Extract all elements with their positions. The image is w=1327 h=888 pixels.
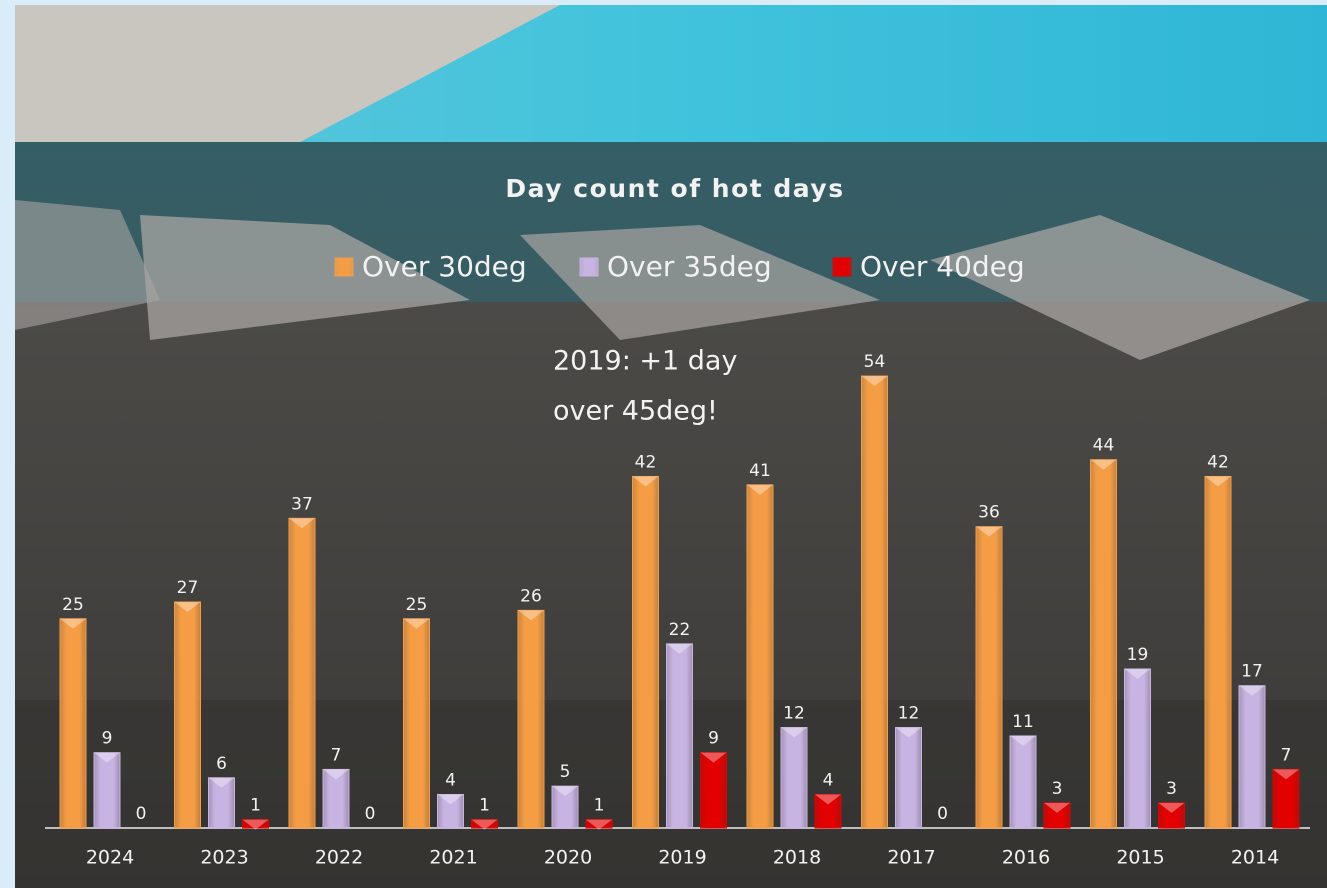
bar [60, 619, 86, 828]
x-tick-label: 2018 [773, 847, 821, 869]
data-label: 3 [1052, 779, 1063, 799]
data-label: 12 [898, 704, 920, 724]
data-label: 12 [783, 704, 805, 724]
bar [1091, 460, 1117, 828]
bar [862, 376, 888, 828]
data-label: 19 [1127, 645, 1149, 665]
data-label: 44 [1093, 436, 1115, 456]
bar [1205, 476, 1231, 828]
x-tick-label: 2014 [1231, 847, 1279, 869]
bar [518, 610, 544, 828]
data-label: 7 [331, 745, 342, 765]
data-label: 0 [365, 804, 376, 824]
bar [976, 527, 1002, 828]
bar [667, 644, 693, 828]
data-label: 11 [1012, 712, 1034, 732]
data-label: 1 [479, 796, 490, 816]
legend-label: Over 30deg [362, 250, 527, 283]
data-label: 41 [749, 461, 771, 481]
chart-title: Day count of hot days [505, 174, 844, 203]
bar [1010, 736, 1036, 828]
data-label: 4 [445, 771, 456, 791]
data-label: 1 [250, 796, 261, 816]
data-label: 0 [136, 804, 147, 824]
bar [701, 753, 727, 828]
data-label: 25 [406, 595, 428, 615]
legend-marker [580, 258, 598, 276]
data-label: 1 [594, 796, 605, 816]
data-label: 4 [823, 771, 834, 791]
data-label: 0 [937, 804, 948, 824]
data-label: 25 [62, 595, 84, 615]
data-label: 42 [635, 452, 657, 472]
bar [747, 485, 773, 828]
bar [94, 753, 120, 828]
legend-marker [335, 258, 353, 276]
data-label: 54 [864, 352, 886, 372]
data-label: 27 [177, 578, 199, 598]
annotation: 2019: +1 day [553, 346, 737, 377]
bar [175, 602, 201, 828]
x-tick-label: 2015 [1116, 847, 1164, 869]
data-label: 37 [291, 494, 313, 514]
data-label: 26 [520, 586, 542, 606]
bar [781, 728, 807, 828]
x-tick-label: 2022 [315, 847, 363, 869]
bar [633, 476, 659, 828]
x-tick-label: 2019 [658, 847, 706, 869]
chart: Day count of hot days 202425902023276120… [0, 0, 1327, 888]
x-tick-label: 2024 [86, 847, 134, 869]
x-tick-label: 2020 [544, 847, 592, 869]
data-label: 9 [102, 729, 113, 749]
legend-label: Over 35deg [607, 250, 772, 283]
x-tick-label: 2021 [429, 847, 477, 869]
bar [404, 619, 430, 828]
bar [896, 728, 922, 828]
data-label: 3 [1166, 779, 1177, 799]
x-tick-label: 2017 [887, 847, 935, 869]
annotation: over 45deg! [553, 396, 718, 427]
data-label: 5 [560, 762, 571, 782]
data-label: 36 [978, 503, 1000, 523]
bar [289, 518, 315, 828]
data-label: 17 [1241, 662, 1263, 682]
data-label: 6 [216, 754, 227, 774]
bar [1125, 669, 1151, 828]
legend-marker [833, 258, 851, 276]
data-label: 22 [669, 620, 691, 640]
data-label: 42 [1207, 452, 1229, 472]
data-label: 7 [1281, 745, 1292, 765]
x-tick-label: 2016 [1002, 847, 1050, 869]
data-label: 9 [708, 729, 719, 749]
bar [1239, 686, 1265, 828]
x-tick-label: 2023 [200, 847, 248, 869]
legend-label: Over 40deg [860, 250, 1025, 283]
